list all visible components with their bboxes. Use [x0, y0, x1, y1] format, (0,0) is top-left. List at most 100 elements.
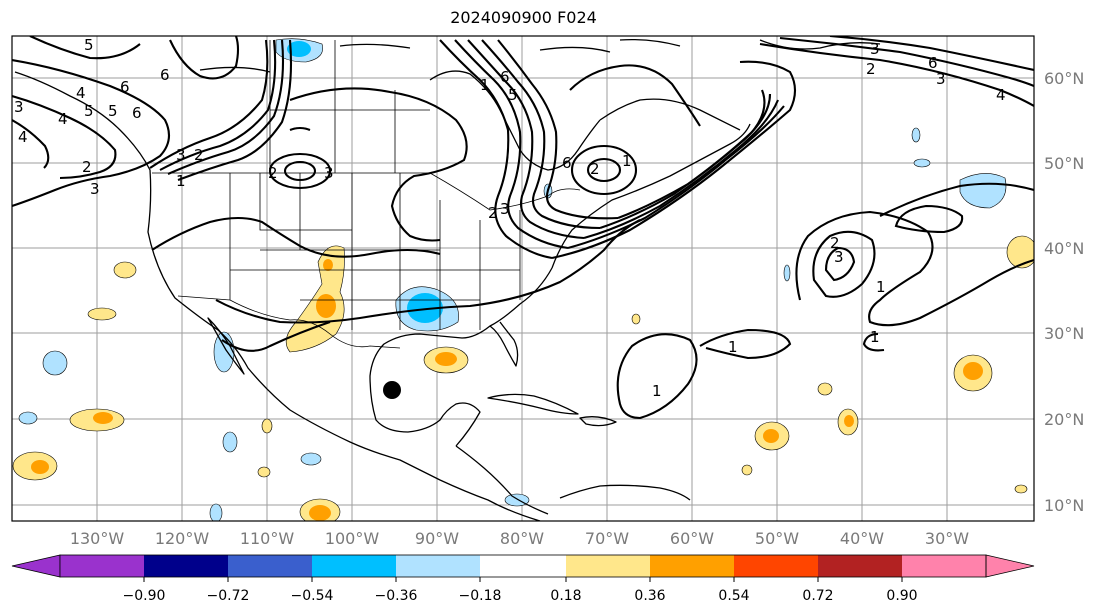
contour	[467, 39, 585, 240]
contour	[586, 157, 622, 183]
positive-anomaly	[741, 464, 753, 476]
positive-anomaly	[1014, 484, 1028, 494]
contour	[167, 39, 285, 175]
contour-label: 2	[82, 158, 92, 176]
contour	[862, 332, 885, 352]
contour-label: 1	[622, 152, 632, 170]
contour	[795, 210, 1034, 327]
colorbar-tick-label: 0.54	[718, 588, 749, 604]
contour	[268, 152, 332, 190]
contour-label: 6	[500, 68, 510, 86]
baja-california	[207, 317, 245, 375]
contour	[894, 204, 964, 234]
negative-anomaly	[783, 264, 791, 282]
colorbar-tick-label: −0.72	[207, 588, 250, 604]
contour	[221, 321, 331, 352]
lat-label: 60°N	[1044, 69, 1084, 88]
lat-label: 20°N	[1044, 410, 1084, 429]
positive-anomaly-core	[93, 412, 113, 424]
contour	[699, 328, 792, 360]
colorbar-segment	[396, 555, 480, 577]
colorbar-segment	[902, 555, 986, 577]
atlantic-coast	[551, 123, 751, 269]
contour-label: 2	[488, 204, 498, 222]
positive-anomaly	[631, 313, 641, 325]
negative-anomaly	[222, 431, 238, 453]
contour	[583, 99, 779, 240]
labrador-coast	[599, 98, 741, 131]
positive-anomaly	[261, 418, 273, 434]
lon-label: 50°W	[755, 529, 799, 548]
colorbar-tick-label: 0.72	[802, 588, 833, 604]
contour-label: 3	[834, 248, 844, 266]
contour	[289, 87, 468, 242]
positive-anomaly-core	[316, 294, 336, 318]
contour	[215, 219, 641, 324]
greenland-coast	[759, 39, 881, 50]
colorbar-tick-label: 0.18	[550, 588, 581, 604]
contour	[879, 182, 1034, 217]
positive-anomaly	[257, 466, 271, 478]
lon-label: 80°W	[500, 529, 544, 548]
colorbar-segment	[228, 555, 312, 577]
positive-anomaly-core	[844, 415, 854, 427]
contour-lines	[12, 36, 1034, 420]
negative-anomaly	[913, 158, 931, 168]
contour	[12, 94, 117, 180]
contour-label: 6	[160, 66, 170, 84]
central-america	[455, 445, 549, 515]
latitude-labels: 60°N 50°N 40°N 30°N 20°N 10°N	[1044, 69, 1084, 515]
contour-label: 5	[108, 102, 118, 120]
contour-label: 6	[132, 104, 142, 122]
contour	[829, 36, 1034, 72]
negative-anomaly	[959, 173, 1007, 209]
colorbar-tick-label: −0.54	[291, 588, 334, 604]
contour-label: 2	[194, 146, 204, 164]
contour-label: 5	[84, 102, 94, 120]
colorbar-segment	[480, 555, 566, 577]
colorbar-tick-label: −0.18	[459, 588, 502, 604]
lon-label: 120°W	[155, 529, 210, 548]
contour-label: 6	[120, 78, 130, 96]
cuba	[487, 393, 579, 415]
contour-label: 5	[84, 36, 94, 54]
colorbar-extend-low	[11, 554, 61, 578]
contour	[289, 126, 311, 131]
contour	[824, 246, 856, 282]
positive-anomaly-core	[31, 460, 49, 474]
negative-anomaly	[213, 331, 235, 373]
lon-label: 40°W	[840, 529, 884, 548]
colorbar-segment	[734, 555, 818, 577]
contour-label: 6	[562, 154, 572, 172]
colorbar-segment	[818, 555, 902, 577]
contour	[29, 36, 141, 60]
positive-anomaly-core	[963, 362, 983, 380]
colorbar-segment	[566, 555, 650, 577]
colorbar-tick-label: 0.90	[886, 588, 917, 604]
lat-label: 30°N	[1044, 324, 1084, 343]
contour	[759, 42, 1034, 107]
hispaniola	[579, 416, 617, 427]
positive-anomaly	[113, 261, 137, 279]
positive-anomaly-core	[323, 259, 333, 271]
longitude-labels: 130°W 120°W 110°W 100°W 90°W 80°W 70°W 6…	[70, 529, 969, 548]
colorbar-extend-high	[985, 554, 1035, 578]
contour-label: 1	[728, 338, 738, 356]
colorbar-segment	[312, 555, 396, 577]
contour	[159, 39, 277, 171]
contour-label: 1	[652, 382, 662, 400]
map-title: 2024090900 F024	[450, 8, 597, 27]
lon-label: 130°W	[70, 529, 125, 548]
positive-anomaly-core	[763, 429, 779, 443]
contour-label: 3	[936, 70, 946, 88]
contour-label: 1	[176, 172, 186, 190]
lat-label: 50°N	[1044, 154, 1084, 173]
colorbar-tick-label: −0.90	[123, 588, 166, 604]
contour-label: 3	[176, 146, 186, 164]
colorbar-ticks	[143, 577, 903, 582]
negative-anomaly	[18, 411, 38, 425]
contour-label: 4	[18, 128, 28, 146]
contour-label: 2	[268, 164, 278, 182]
contour	[439, 39, 553, 260]
contour	[812, 230, 876, 298]
